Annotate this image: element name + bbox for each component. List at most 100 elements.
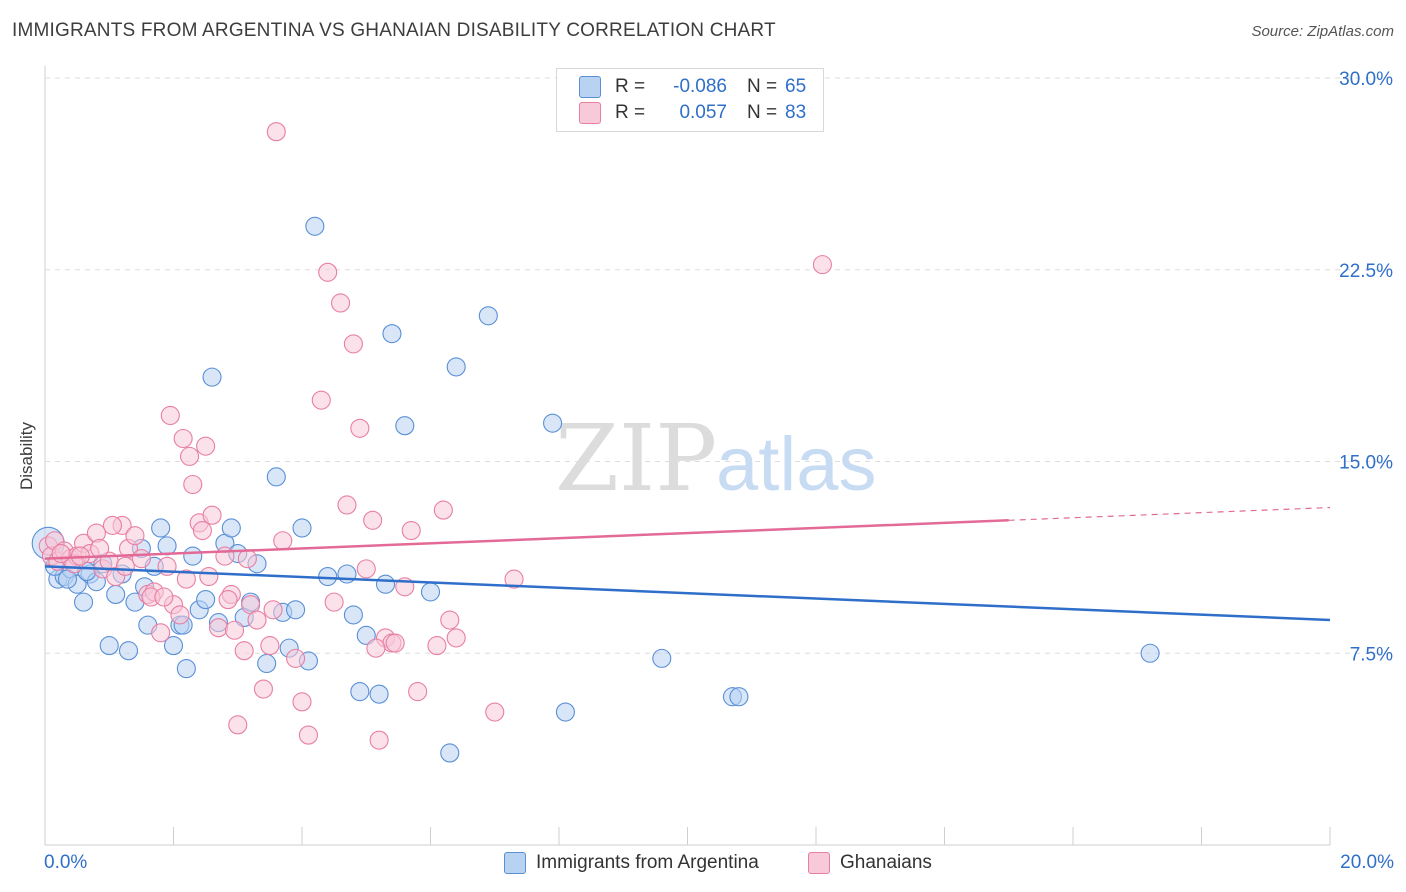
- ghanaian-point: [337, 495, 357, 515]
- ghanaian-point: [224, 620, 245, 640]
- argentina-point: [478, 306, 498, 326]
- ghanaian-trend-line: [44, 519, 1009, 560]
- legend-n-label: N =: [747, 102, 778, 123]
- ghanaian-point: [446, 628, 466, 648]
- ghanaian-point: [427, 636, 447, 656]
- ghanaian-point: [311, 390, 331, 410]
- series-legend-label: Immigrants from Argentina: [536, 852, 759, 873]
- argentina-point: [382, 324, 402, 344]
- ghanaian-point: [408, 682, 428, 702]
- ghanaian-point: [433, 500, 453, 520]
- y-tick-label: 7.5%: [1350, 644, 1393, 665]
- ghanaian-point: [173, 428, 193, 449]
- argentina-point: [420, 582, 441, 602]
- legend-n-value: 83: [785, 102, 807, 123]
- ghanaian-point: [234, 641, 254, 661]
- legend-r-value: -0.086: [673, 76, 727, 97]
- legend-n-label: N =: [747, 76, 778, 97]
- legend-swatch-pink: [579, 102, 601, 124]
- ghanaian-point: [228, 715, 248, 735]
- ghanaian-point: [266, 122, 286, 142]
- ghanaian-point: [151, 623, 171, 643]
- ghanaian-point: [170, 605, 190, 625]
- argentina-point: [440, 743, 460, 763]
- argentina-point: [652, 648, 672, 668]
- ghanaian-point: [215, 546, 235, 566]
- ghanaian-point: [812, 255, 832, 275]
- ghanaian-point: [350, 418, 370, 438]
- ghanaian-point: [298, 725, 318, 745]
- ghanaian-point: [440, 610, 460, 630]
- argentina-point: [257, 653, 277, 674]
- argentina-point: [555, 702, 575, 722]
- ghanaian-point: [86, 523, 106, 543]
- argentina-point: [369, 684, 389, 704]
- axes: [44, 66, 1331, 846]
- ghanaian-point: [273, 531, 293, 551]
- ghanaian-point: [363, 510, 383, 530]
- ghanaian-point: [324, 592, 344, 612]
- ghanaian-point: [51, 543, 71, 564]
- ghanaian-point: [253, 679, 274, 699]
- argentina-point: [221, 518, 241, 538]
- argentina-point: [292, 518, 312, 538]
- ghanaian-point: [115, 556, 135, 576]
- x-tick-label-max: 20.0%: [1340, 852, 1394, 873]
- series-legend: Immigrants from Argentina Ghanaians: [0, 852, 1406, 878]
- ghanaian-point: [218, 590, 238, 610]
- ghanaian-point: [330, 293, 351, 313]
- ghanaian-point: [318, 262, 338, 282]
- argentina-point: [163, 636, 184, 656]
- series-legend-ghanaians: Ghanaians: [808, 852, 932, 874]
- series-legend-argentina: Immigrants from Argentina: [504, 852, 759, 874]
- chart-source: Source: ZipAtlas.com: [1251, 23, 1394, 40]
- argentina-point: [318, 566, 338, 587]
- argentina-point: [286, 600, 306, 620]
- argentina-point: [106, 584, 126, 604]
- legend-r-label: R =: [615, 102, 646, 123]
- ghanaian-point: [401, 520, 421, 541]
- y-tick-label: 30.0%: [1339, 69, 1393, 90]
- ghanaian-point: [286, 648, 306, 668]
- argentina-point: [74, 592, 94, 612]
- argentina-point: [183, 546, 203, 566]
- ghanaian-point: [176, 569, 196, 589]
- ghanaian-point: [237, 549, 257, 569]
- ghanaian-point: [125, 526, 145, 546]
- ghanaian-point: [180, 446, 200, 466]
- argentina-point: [99, 636, 119, 656]
- legend-swatch-blue: [579, 76, 601, 98]
- argentina-point: [118, 641, 139, 661]
- y-tick-label: 15.0%: [1339, 453, 1393, 474]
- ghanaian-point: [131, 549, 151, 569]
- legend: R = -0.086 N = 65 R = 0.057 N = 83: [556, 68, 824, 132]
- argentina-point: [543, 413, 563, 433]
- argentina-point: [157, 536, 177, 556]
- ghanaian-point: [208, 618, 229, 638]
- series-swatch-blue: [504, 852, 526, 874]
- ghanaian-point: [247, 610, 267, 630]
- watermark-atlas: atlas: [716, 422, 877, 507]
- legend-row-argentina: R = -0.086 N = 65: [579, 75, 806, 99]
- argentina-point: [305, 216, 325, 236]
- chart-title: IMMIGRANTS FROM ARGENTINA VS GHANAIAN DI…: [12, 20, 776, 41]
- series-swatch-pink: [808, 852, 830, 874]
- legend-r-label: R =: [615, 76, 646, 97]
- ghanaian-point: [160, 405, 180, 426]
- argentina-point: [196, 590, 216, 610]
- argentina-point: [729, 687, 749, 707]
- legend-n-value: 65: [785, 76, 807, 97]
- series-legend-label: Ghanaians: [840, 852, 932, 873]
- ghanaian-point: [369, 730, 389, 750]
- argentina-point: [350, 682, 370, 702]
- watermark-zip: ZIP: [555, 405, 717, 512]
- argentina-trend-line: [44, 565, 1331, 622]
- ghanaian-point: [260, 636, 280, 656]
- ghanaian-point: [485, 702, 505, 722]
- argentina-point: [202, 367, 222, 387]
- ghanaian-point: [196, 436, 216, 456]
- ghanaian-point: [343, 334, 363, 354]
- argentina-point: [446, 357, 466, 377]
- argentina-point: [375, 574, 396, 594]
